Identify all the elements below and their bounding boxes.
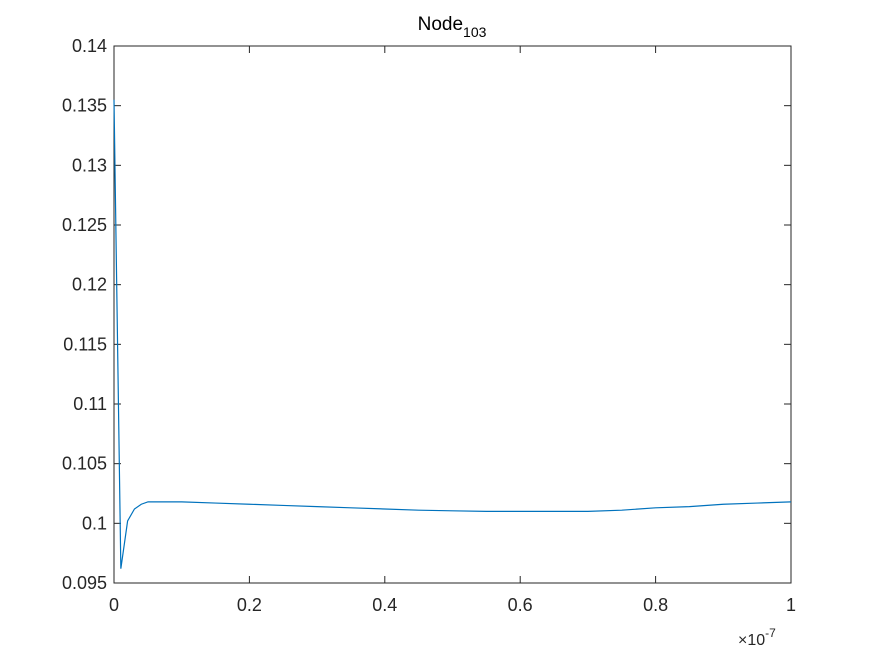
x-tick-label: 0 [109, 595, 119, 615]
y-tick-label: 0.115 [63, 334, 107, 354]
y-tick-label: 0.1 [82, 513, 107, 533]
y-tick-label: 0.095 [62, 573, 107, 593]
x-tick-label: 0.6 [508, 595, 533, 615]
x-tick-label: 0.2 [237, 595, 262, 615]
chart-title-subscript: 103 [463, 24, 487, 40]
x-tick-label: 1 [786, 595, 796, 615]
chart-title-main: Node [418, 14, 463, 35]
x-exponent-base: 10 [747, 632, 765, 649]
x-tick-label: 0.8 [643, 595, 668, 615]
axes-box [113, 45, 792, 584]
x-exponent-power: -7 [765, 626, 776, 640]
x-exponent-symbol: × [738, 632, 747, 649]
y-tick-label: 0.125 [62, 215, 107, 235]
series-line [113, 99, 792, 569]
y-tick-label: 0.14 [72, 36, 107, 56]
chart-title: Node103 [418, 14, 487, 40]
x-exponent-label: ×10-7 [738, 626, 776, 649]
x-axis-ticks: 0 0.2 0.4 0.6 0.8 1 [109, 46, 796, 615]
y-axis-ticks: 0.095 0.1 0.105 0.11 0.115 0.12 0.125 0.13 0.135… [62, 36, 791, 593]
y-tick-label: 0.12 [72, 275, 107, 295]
y-tick-label: 0.13 [72, 155, 107, 175]
x-tick-label: 0.4 [372, 595, 397, 615]
plot-area: 0 0.2 0.4 0.6 0.8 1 0.095 0.1 0.105 0.11 0.115 0.1… [62, 36, 796, 615]
y-tick-label: 0.11 [73, 394, 107, 414]
y-tick-label: 0.105 [62, 454, 107, 474]
y-tick-label: 0.135 [62, 96, 107, 116]
